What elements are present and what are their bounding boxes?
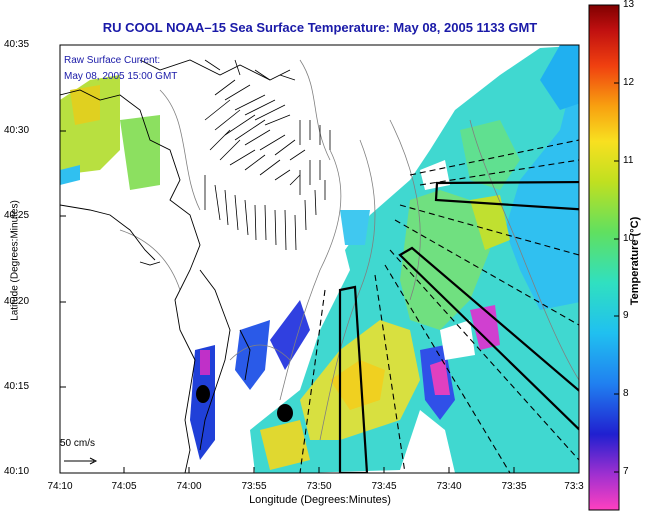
colorbar-frame	[588, 4, 620, 511]
colorbar-tick-label: 8	[623, 388, 629, 399]
vector-cluster-coastal	[204, 59, 296, 81]
y-tick-label: 40:25	[4, 210, 30, 221]
tick-marks	[60, 44, 515, 473]
x-tick-label: 73:35	[501, 481, 527, 492]
annotation-line-2: May 08, 2005 15:00 GMT	[64, 71, 178, 82]
sst-cold-spot	[430, 360, 450, 395]
y-tick-label: 40:10	[4, 466, 30, 477]
map-title: RU COOL NOAA–15 Sea Surface Temperature:…	[102, 20, 538, 35]
colorbar-tick-label: 9	[623, 310, 629, 321]
station-marker	[196, 385, 210, 403]
survey-lines	[338, 180, 579, 473]
colorbar-ticks	[614, 4, 619, 473]
current-vectors	[204, 59, 331, 251]
y-tick-label: 40:30	[4, 125, 30, 136]
x-tick-label: 73:3	[564, 481, 584, 492]
station-marker	[277, 404, 293, 422]
colorbar-tick-label: 7	[623, 466, 629, 477]
colorbar-tick-label: 10	[623, 233, 635, 244]
x-tick-label: 73:40	[436, 481, 462, 492]
colorbar-tick-label: 12	[623, 77, 635, 88]
x-tick-label: 74:05	[111, 481, 137, 492]
colorbar-gradient	[589, 5, 619, 510]
bathymetry-contours	[119, 59, 579, 441]
colorbar-tick-label: 11	[623, 155, 634, 166]
survey-box-south	[338, 285, 369, 473]
x-axis-label: Longitude (Degrees:Minutes)	[249, 494, 391, 506]
y-axis-label: Latitude (Degrees:Minutes)	[9, 200, 21, 321]
sst-field	[60, 45, 579, 473]
y-tick-label: 40:35	[4, 39, 30, 50]
colorbar-label: Temperature (°C)	[629, 216, 641, 306]
annotation-line-1: Raw Surface Current:	[64, 55, 161, 66]
vector-cluster-south	[204, 120, 331, 251]
vector-cluster-northwest	[204, 79, 306, 186]
y-tick-label: 40:15	[4, 381, 30, 392]
y-tick-label: 40:20	[4, 296, 30, 307]
x-tick-label: 74:10	[47, 481, 73, 492]
x-tick-label: 73:45	[371, 481, 397, 492]
scale-label: 50 cm/s	[60, 438, 96, 449]
x-tick-label: 73:50	[306, 481, 332, 492]
survey-box-diagonal	[398, 246, 579, 431]
colorbar-tick-label: 13	[623, 0, 635, 10]
coastline	[60, 59, 291, 473]
x-tick-label: 73:55	[241, 481, 267, 492]
x-tick-label: 74:00	[176, 481, 202, 492]
radial-dashed-lines	[299, 139, 579, 473]
survey-box-north	[434, 180, 579, 211]
